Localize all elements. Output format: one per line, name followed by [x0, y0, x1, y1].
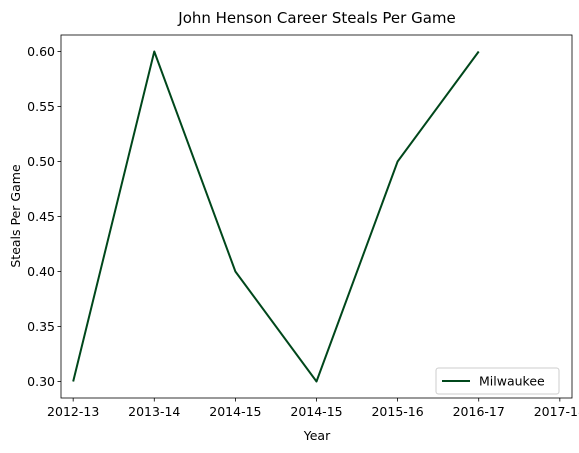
x-tick-label-1: 2013-14	[128, 404, 180, 419]
x-tick-label-5: 2016-17	[453, 404, 505, 419]
chart-title: John Henson Career Steals Per Game	[177, 9, 455, 27]
legend-box	[435, 367, 560, 395]
y-tick-label-6: 0.60	[27, 44, 55, 59]
x-tick-label-2: 2014-15	[209, 404, 261, 419]
y-axis-label: Steals Per Game	[8, 164, 23, 268]
y-tick-label-2: 0.40	[27, 264, 55, 279]
plot-area	[61, 35, 572, 398]
x-tick-label-4: 2015-16	[371, 404, 423, 419]
y-axis: 0.30 0.35 0.40 0.45 0.50 0.55 0.60	[27, 44, 61, 389]
legend-label-milwaukee: Milwaukee	[479, 374, 545, 389]
y-tick-label-3: 0.45	[27, 209, 55, 224]
series-line-milwaukee	[72, 50, 480, 383]
y-tick-label-1: 0.35	[27, 319, 55, 334]
legend: Milwaukee	[435, 367, 560, 395]
x-axis-label: Year	[303, 428, 331, 443]
x-axis: 2012-13 2013-14 2014-15 2014-15 2015-16 2016-…	[47, 398, 579, 419]
y-tick-label-0: 0.30	[27, 374, 55, 389]
plot-frame	[60, 34, 573, 399]
x-tick-label-3: 2014-15	[290, 404, 342, 419]
x-tick-label-0: 2012-13	[47, 404, 99, 419]
x-tick-label-6: 2017-18	[534, 404, 579, 419]
y-tick-label-5: 0.55	[27, 99, 55, 114]
y-tick-label-4: 0.50	[27, 154, 55, 169]
